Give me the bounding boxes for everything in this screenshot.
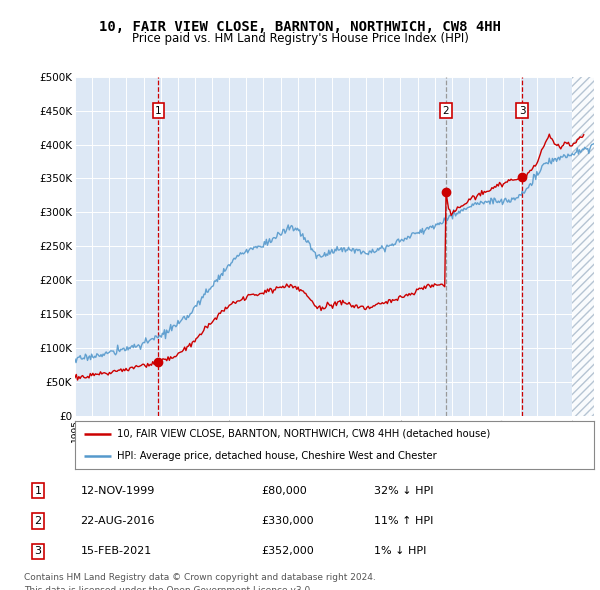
Text: 1: 1 xyxy=(155,106,162,116)
Text: 2: 2 xyxy=(442,106,449,116)
Text: Price paid vs. HM Land Registry's House Price Index (HPI): Price paid vs. HM Land Registry's House … xyxy=(131,32,469,45)
Text: 22-AUG-2016: 22-AUG-2016 xyxy=(80,516,155,526)
Bar xyxy=(572,77,594,416)
Text: £330,000: £330,000 xyxy=(261,516,314,526)
Text: 10, FAIR VIEW CLOSE, BARNTON, NORTHWICH, CW8 4HH: 10, FAIR VIEW CLOSE, BARNTON, NORTHWICH,… xyxy=(99,19,501,34)
Text: 1% ↓ HPI: 1% ↓ HPI xyxy=(374,546,426,556)
Text: 3: 3 xyxy=(519,106,526,116)
Text: 10, FAIR VIEW CLOSE, BARNTON, NORTHWICH, CW8 4HH (detached house): 10, FAIR VIEW CLOSE, BARNTON, NORTHWICH,… xyxy=(116,429,490,439)
Text: HPI: Average price, detached house, Cheshire West and Chester: HPI: Average price, detached house, Ches… xyxy=(116,451,436,461)
Text: 15-FEB-2021: 15-FEB-2021 xyxy=(80,546,152,556)
Text: £80,000: £80,000 xyxy=(261,486,307,496)
Text: Contains HM Land Registry data © Crown copyright and database right 2024.: Contains HM Land Registry data © Crown c… xyxy=(24,573,376,582)
Text: This data is licensed under the Open Government Licence v3.0.: This data is licensed under the Open Gov… xyxy=(24,586,313,590)
Text: 3: 3 xyxy=(35,546,41,556)
Text: 2: 2 xyxy=(35,516,41,526)
Text: £352,000: £352,000 xyxy=(261,546,314,556)
Text: 11% ↑ HPI: 11% ↑ HPI xyxy=(374,516,433,526)
Text: 12-NOV-1999: 12-NOV-1999 xyxy=(80,486,155,496)
Text: 1: 1 xyxy=(35,486,41,496)
Text: 32% ↓ HPI: 32% ↓ HPI xyxy=(374,486,433,496)
